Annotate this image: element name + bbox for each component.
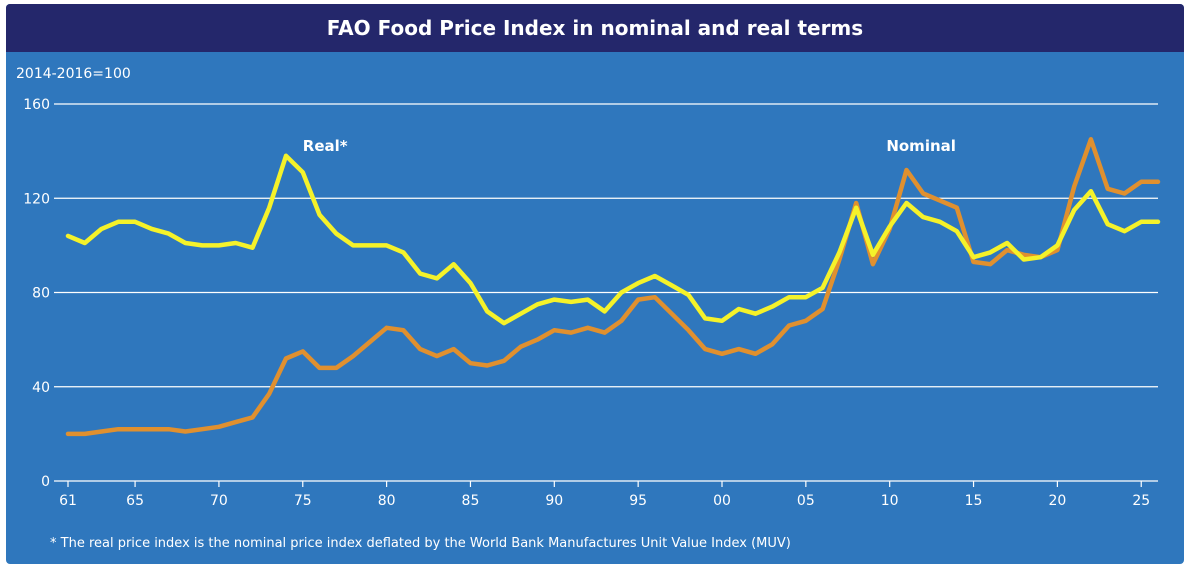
chart-frame: FAO Food Price Index in nominal and real… — [6, 4, 1184, 564]
series-label-nominal: Nominal — [886, 137, 956, 155]
gridlines — [54, 103, 1158, 482]
x-tick-label: 25 — [1132, 493, 1150, 509]
y-tick-label: 40 — [32, 380, 50, 396]
y-tick-label: 80 — [32, 286, 50, 302]
x-tick-label: 20 — [1048, 493, 1066, 509]
footnote: * The real price index is the nominal pr… — [50, 536, 791, 551]
x-tick-label: 95 — [629, 493, 647, 509]
y-tick-label: 160 — [23, 97, 50, 113]
series-line-nominal — [65, 137, 1161, 437]
chart-title: FAO Food Price Index in nominal and real… — [6, 4, 1184, 52]
series-labels: Real* Nominal — [303, 137, 956, 155]
y-axis-ticks: 0 40 80 120 160 — [23, 97, 50, 490]
series-lines — [65, 137, 1161, 437]
x-tick-label: 70 — [210, 493, 228, 509]
y-tick-label: 0 — [41, 474, 50, 490]
x-tick-label: 05 — [797, 493, 815, 509]
y-tick-label: 120 — [23, 191, 50, 207]
x-tick-label: 61 — [59, 493, 77, 509]
x-tick-label: 80 — [378, 493, 396, 509]
line-chart: 2014-2016=100 0 40 80 120 160 61 65 70 75 80 85 90… — [16, 66, 1161, 509]
series-line-real — [65, 153, 1161, 326]
unit-label: 2014-2016=100 — [16, 66, 131, 82]
x-tick-label: 00 — [713, 493, 731, 509]
x-axis-ticks: 61 65 70 75 80 85 90 95 00 05 10 15 20 25 — [59, 481, 1150, 509]
x-tick-label: 90 — [545, 493, 563, 509]
x-tick-label: 10 — [881, 493, 899, 509]
x-tick-label: 75 — [294, 493, 312, 509]
x-tick-label: 65 — [126, 493, 144, 509]
x-tick-label: 85 — [462, 493, 480, 509]
x-tick-label: 15 — [965, 493, 983, 509]
series-label-real: Real* — [303, 137, 348, 155]
